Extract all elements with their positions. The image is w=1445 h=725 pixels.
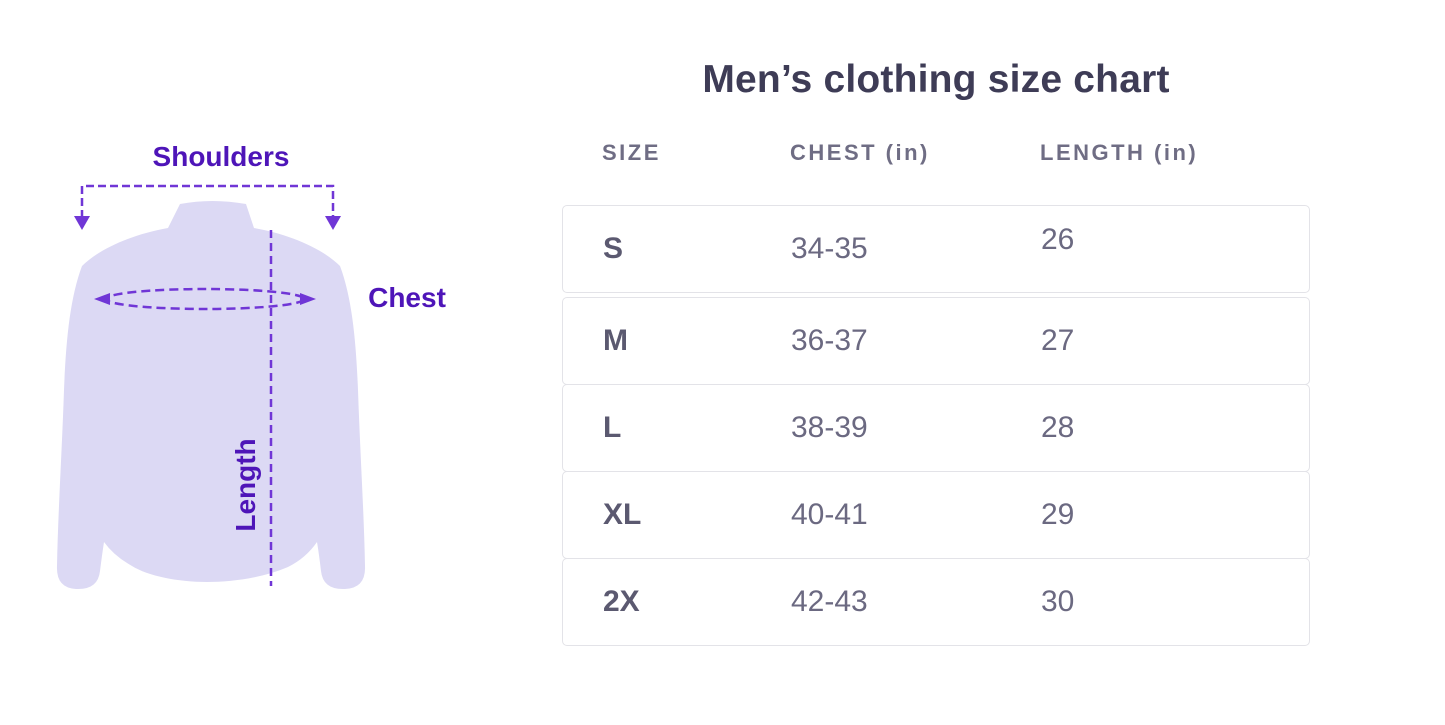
- column-header-length: LENGTH (in): [1040, 140, 1199, 165]
- shoulders-measure-line: [80, 184, 335, 218]
- shoulders-arrow-left-icon: [74, 216, 90, 230]
- chest-arrow-right-icon: [300, 293, 316, 305]
- cell-size: L: [603, 411, 622, 444]
- table-row: XL 40-41 29: [562, 471, 1310, 559]
- cell-size: S: [603, 232, 624, 265]
- cell-size: XL: [603, 498, 642, 531]
- cell-length: 27: [1041, 324, 1075, 357]
- table-row: 2X 42-43 30: [562, 558, 1310, 646]
- cell-chest: 38-39: [791, 411, 868, 444]
- page-title: Men’s clothing size chart: [702, 58, 1170, 101]
- cell-chest: 36-37: [791, 324, 868, 357]
- column-header-chest: CHEST (in): [790, 140, 930, 165]
- cell-chest: 34-35: [791, 232, 868, 265]
- cell-length: 29: [1041, 498, 1075, 531]
- cell-size: 2X: [603, 585, 640, 618]
- shirt-silhouette: [56, 201, 366, 590]
- cell-size: M: [603, 324, 628, 357]
- table-row: S 34-35 26: [562, 205, 1310, 293]
- table-row: L 38-39 28: [562, 384, 1310, 472]
- cell-length: 30: [1041, 585, 1075, 618]
- cell-length: 26: [1041, 223, 1075, 256]
- table-row: M 36-37 27: [562, 297, 1310, 385]
- cell-chest: 42-43: [791, 585, 868, 618]
- size-table-body: S 34-35 26 M 36-37 27 L 38-39 28 XL 40-4…: [562, 205, 1310, 646]
- table-header-row: SIZE CHEST (in) LENGTH (in): [562, 140, 1310, 166]
- chest-label: Chest: [368, 282, 446, 313]
- cell-chest: 40-41: [791, 498, 868, 531]
- chest-arrow-left-icon: [94, 293, 110, 305]
- shoulders-label: Shoulders: [152, 141, 290, 172]
- column-header-size: SIZE: [602, 140, 661, 165]
- cell-length: 28: [1041, 411, 1075, 444]
- length-label: Length: [230, 438, 261, 532]
- shoulders-arrow-right-icon: [325, 216, 341, 230]
- shirt-illustration: [56, 184, 366, 590]
